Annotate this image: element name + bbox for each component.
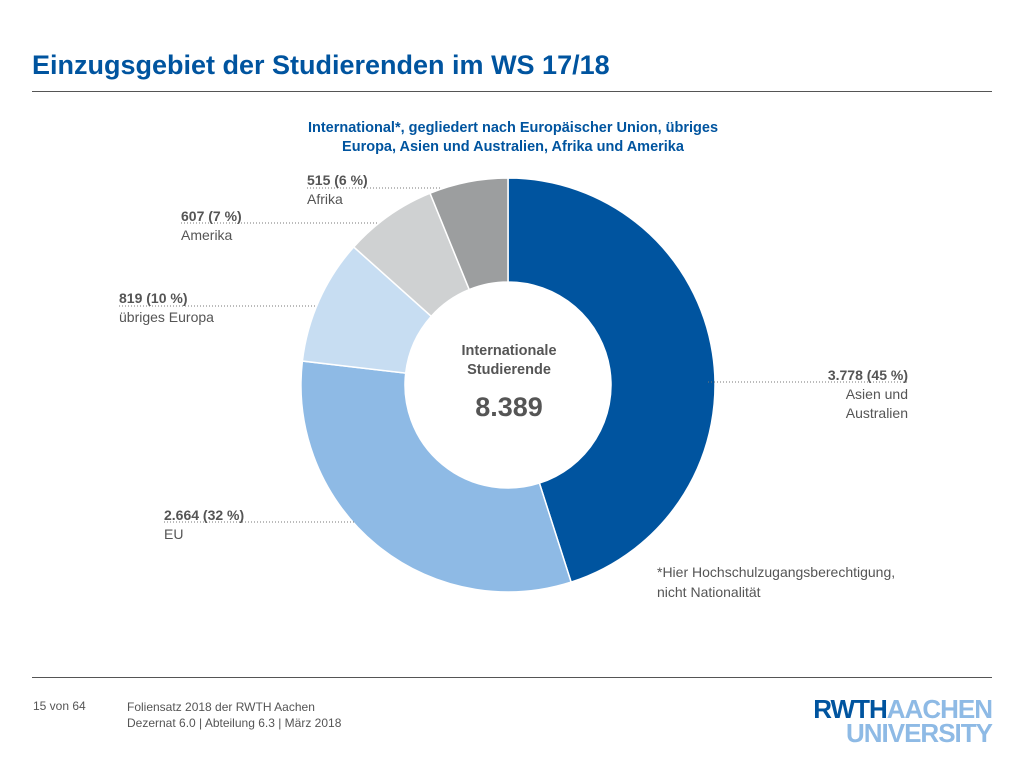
slice-afrika <box>429 177 509 291</box>
slice-label-afrika: 515 (6 %) Afrika <box>307 171 368 209</box>
slice-name-asien-1: Asien und <box>845 386 908 402</box>
center-label: Internationale Studierende <box>420 342 598 380</box>
slice-value-afrika: 515 (6 %) <box>307 172 368 188</box>
slice-label-amerika: 607 (7 %) Amerika <box>181 207 242 245</box>
slice-name-afrika: Afrika <box>307 191 343 207</box>
footer-info: Foliensatz 2018 der RWTH Aachen Dezernat… <box>127 699 341 731</box>
page-number: 15 von 64 <box>33 699 86 713</box>
slice-label-asien: 3.778 (45 %) Asien und Australien <box>828 366 908 423</box>
slice-name-europa: übriges Europa <box>119 309 214 325</box>
center-label-line2: Studierende <box>467 362 551 378</box>
slice-name-amerika: Amerika <box>181 227 233 243</box>
chart-subtitle: International*, gegliedert nach Europäis… <box>307 120 719 155</box>
slice-value-eu: 2.664 (32 %) <box>164 507 245 523</box>
rwth-logo: RWTHAACHEN UNIVERSITY <box>813 694 993 748</box>
slice-label-europa: 819 (10 %) übriges Europa <box>119 289 214 327</box>
footnote: *Hier Hochschulzugangsberechtigung, nich… <box>657 562 895 602</box>
page-title: Einzugsgebiet der Studierenden im WS 17/… <box>32 50 610 80</box>
slice-eu <box>300 360 573 593</box>
slice-value-europa: 819 (10 %) <box>119 290 188 306</box>
slice-value-asien: 3.778 (45 %) <box>827 367 908 383</box>
title-divider <box>32 91 992 92</box>
footer-divider <box>32 677 992 678</box>
slice-label-eu: 2.664 (32 %) EU <box>164 506 244 544</box>
footnote-line1: *Hier Hochschulzugangsberechtigung, <box>657 564 896 580</box>
footer-line1: Foliensatz 2018 der RWTH Aachen <box>127 700 315 714</box>
slice-name-eu: EU <box>164 526 184 542</box>
logo-rwth: RWTH <box>813 694 888 724</box>
slice-name-asien-2: Australien <box>845 405 908 421</box>
logo-university: UNIVERSITY <box>845 718 993 748</box>
footnote-line2: nicht Nationalität <box>657 584 761 600</box>
slice-asien <box>507 177 716 584</box>
logo-aachen: AACHEN <box>886 694 993 724</box>
footer-line2: Dezernat 6.0 | Abteilung 6.3 | März 2018 <box>127 716 342 730</box>
center-total: 8.389 <box>475 392 543 422</box>
slice-value-amerika: 607 (7 %) <box>181 208 242 224</box>
center-label-line1: Internationale <box>461 343 557 359</box>
